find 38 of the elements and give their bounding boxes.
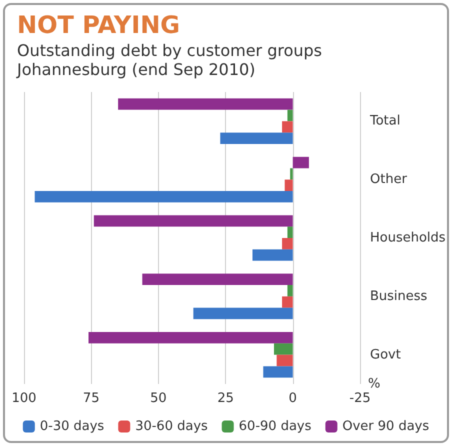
bar — [274, 343, 293, 355]
chart-title: NOT PAYING — [17, 11, 180, 39]
bar — [193, 308, 293, 320]
x-tick-label: 50 — [150, 391, 167, 406]
bar — [287, 226, 293, 238]
x-tick-label: -25 — [349, 391, 371, 406]
bar — [282, 238, 293, 250]
legend-label: Over 90 days — [342, 419, 430, 434]
bar — [34, 190, 293, 202]
bar — [292, 156, 309, 168]
bar — [118, 98, 293, 110]
y-tick-label: Business — [370, 288, 428, 304]
y-tick-label: Total — [369, 114, 400, 129]
bar — [88, 332, 293, 344]
x-tick-label: 75 — [82, 391, 100, 406]
y-tick-label: Households — [370, 230, 446, 246]
x-tick-label: 0 — [288, 391, 297, 406]
x-axis-title: % — [368, 376, 380, 392]
bar — [142, 274, 293, 286]
bar — [276, 354, 293, 366]
bar — [287, 285, 293, 296]
bar — [290, 168, 293, 180]
legend-label: 0-30 days — [40, 419, 104, 434]
chart-subtitle: Outstanding debt by customer groups Johannesburg (end Sep 2010) — [16, 41, 322, 79]
y-tick-label: Govt — [370, 347, 401, 362]
bar — [287, 110, 293, 122]
bar — [282, 296, 293, 308]
y-tick-label: Other — [370, 172, 408, 188]
x-tick-label: 25 — [217, 391, 234, 406]
legend-label: 30-60 days — [135, 419, 208, 434]
x-tick-label: 100 — [12, 391, 36, 406]
bar — [220, 132, 293, 144]
bar — [252, 249, 293, 261]
legend-label: 60-90 days — [238, 419, 312, 434]
bar — [263, 366, 293, 378]
bar — [94, 215, 293, 227]
bar — [282, 121, 293, 133]
bar — [284, 180, 293, 191]
